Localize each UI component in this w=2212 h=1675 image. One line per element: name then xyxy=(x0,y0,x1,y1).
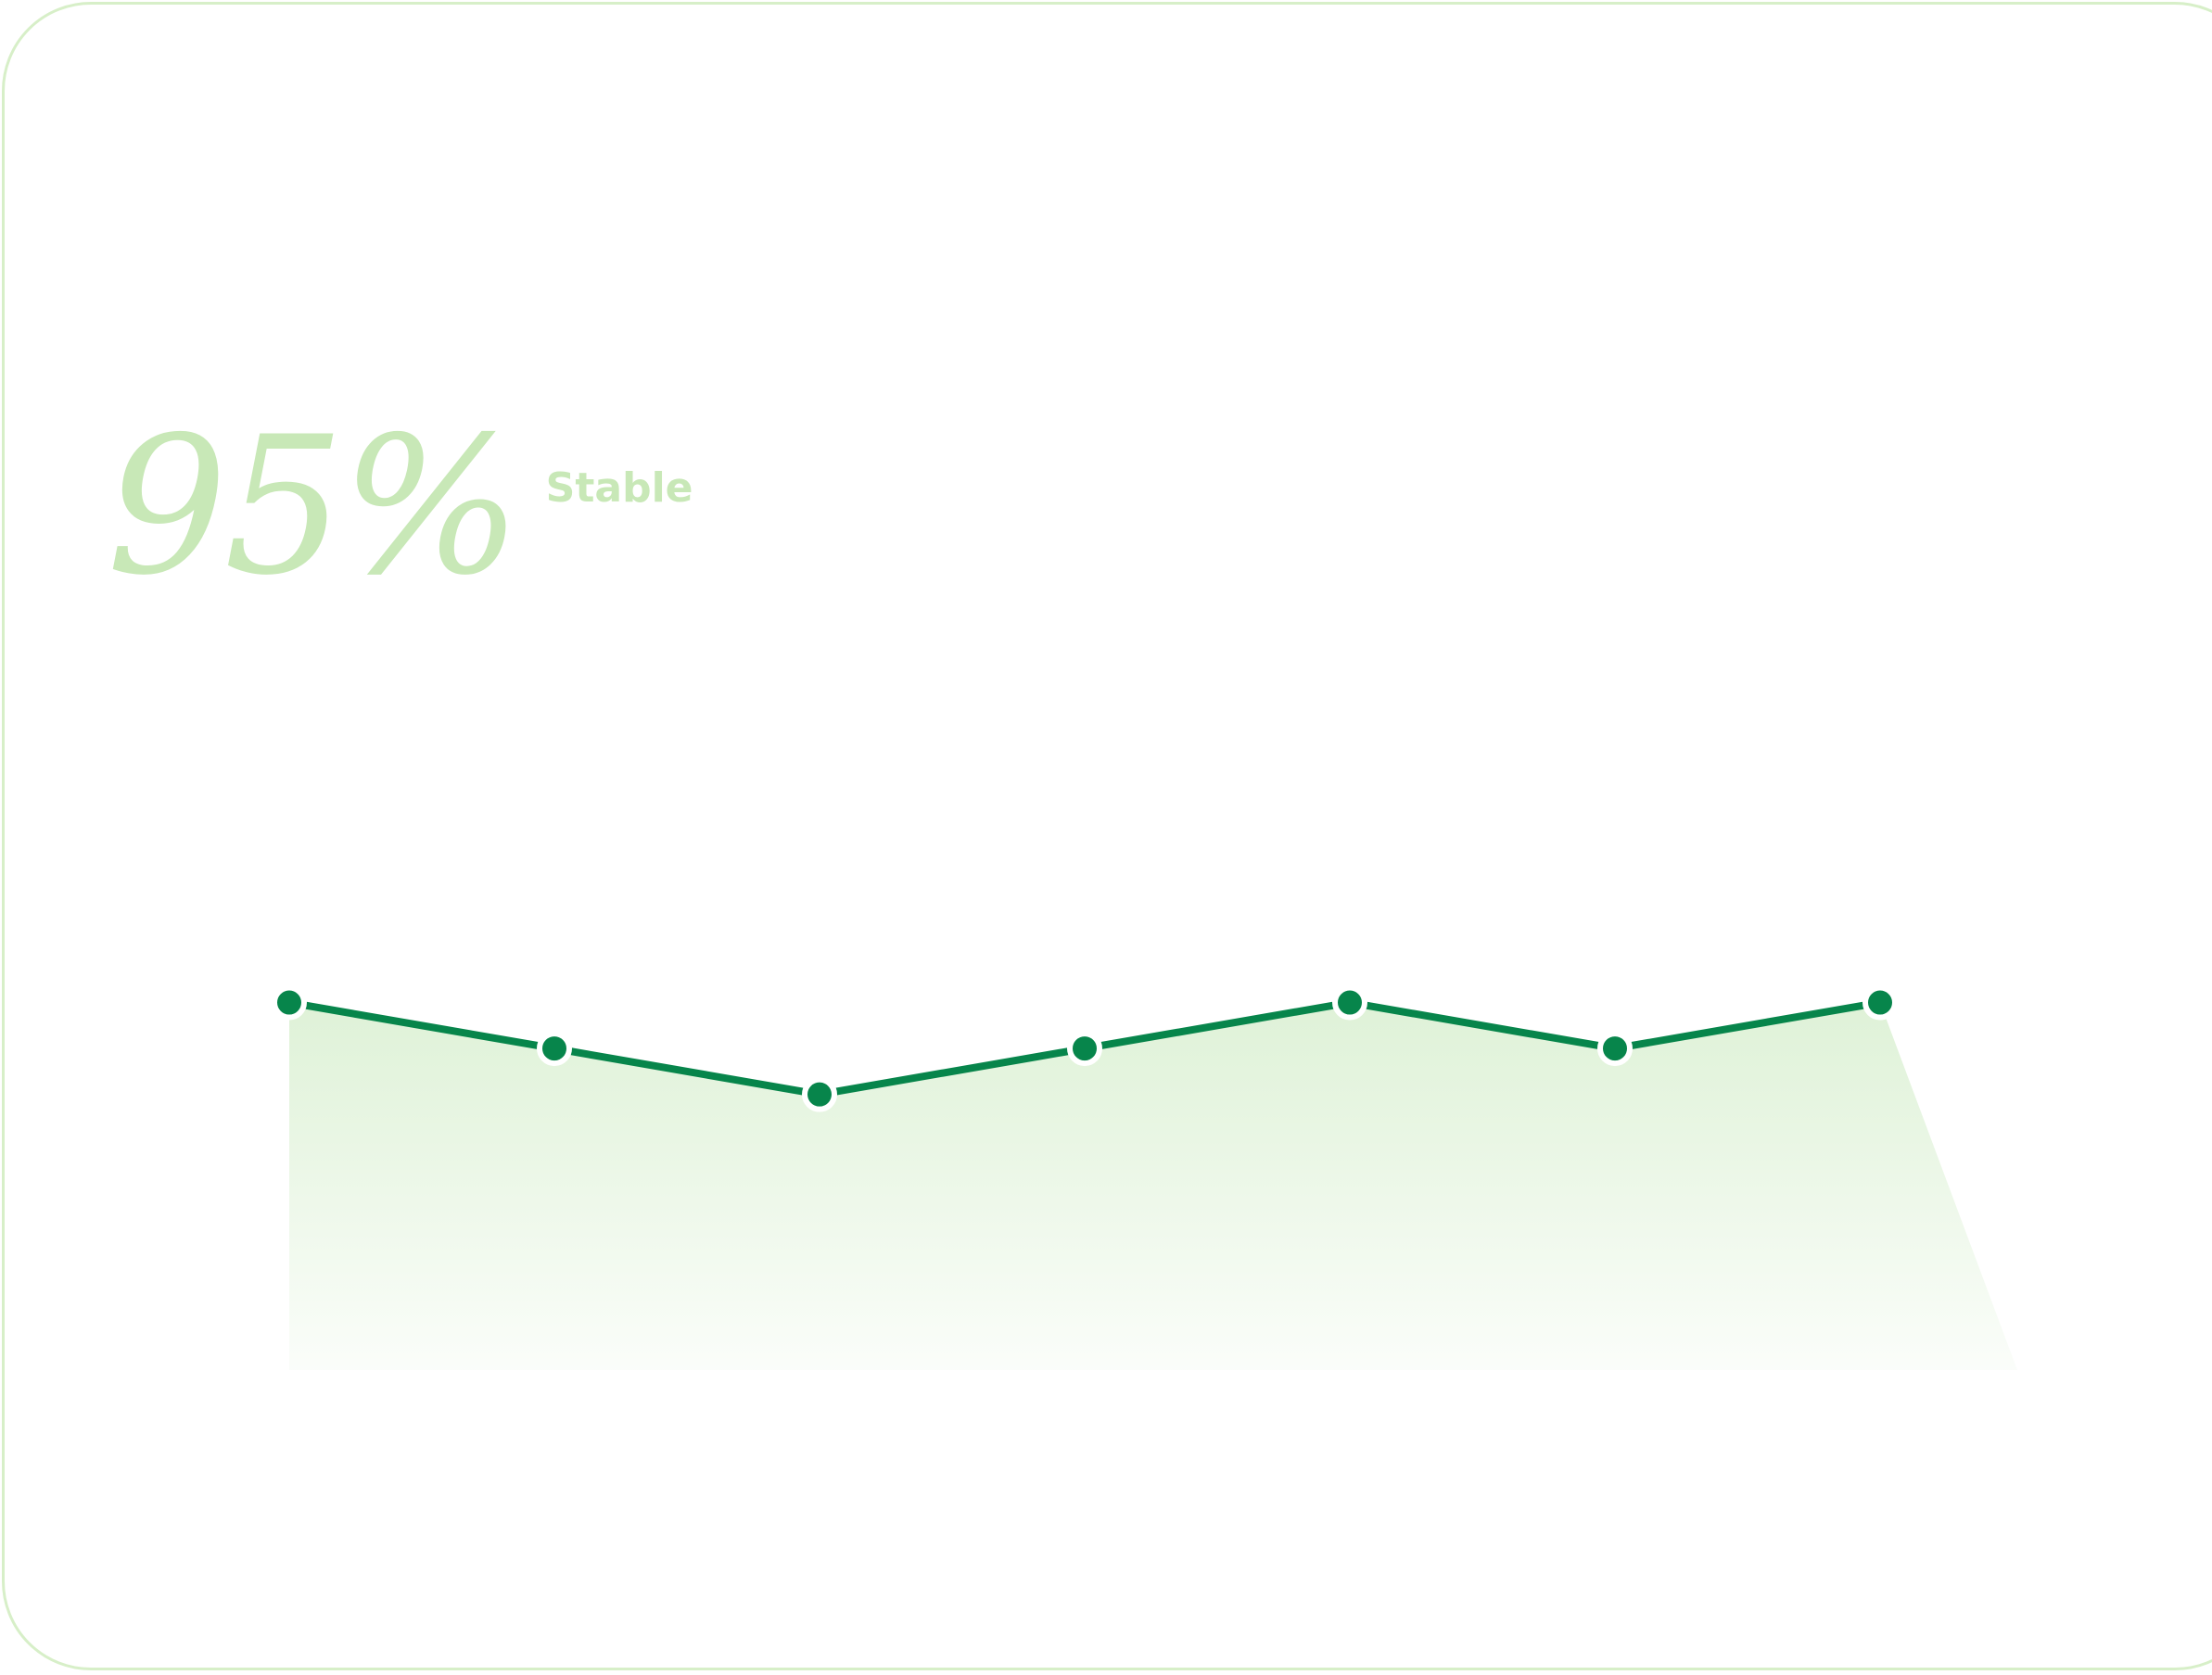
metric-status-label: Stable xyxy=(545,464,693,512)
data-point-4[interactable] xyxy=(1067,1031,1102,1067)
data-point-5[interactable] xyxy=(1332,984,1367,1021)
data-point-1[interactable] xyxy=(272,984,307,1021)
data-point-2[interactable] xyxy=(537,1031,572,1067)
metric-header: 95% Stable xyxy=(107,412,693,603)
metric-value: 95% xyxy=(107,397,522,617)
data-point-3[interactable] xyxy=(802,1076,837,1112)
data-point-7[interactable] xyxy=(1862,984,1898,1021)
series-area-fill xyxy=(289,1002,2017,1370)
data-point-6[interactable] xyxy=(1597,1031,1633,1067)
